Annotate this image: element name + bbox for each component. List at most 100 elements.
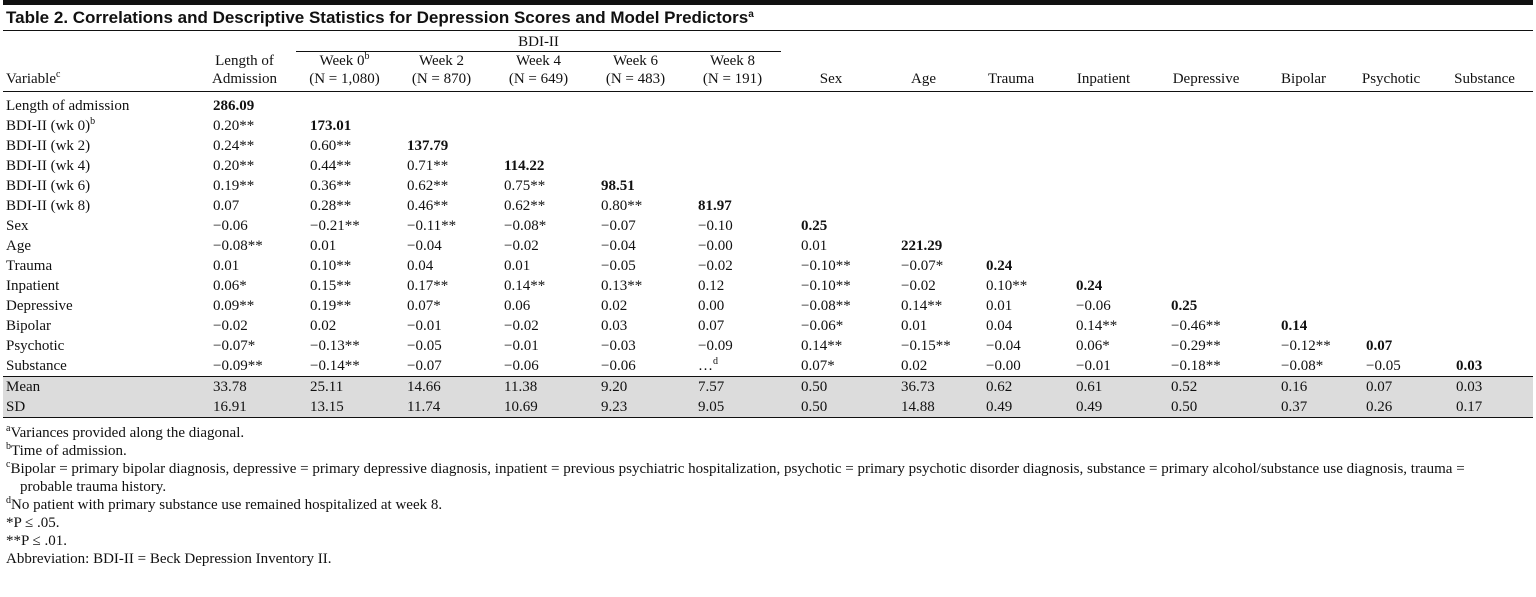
cell	[966, 236, 1056, 256]
cell-text: −0.08*	[504, 217, 547, 234]
cell-text: 0.49	[1076, 398, 1103, 415]
cell: 0.50	[781, 376, 882, 397]
cell: 0.07*	[393, 296, 490, 316]
blank	[3, 31, 193, 52]
cell-text: −0.07*	[213, 337, 256, 354]
cell: 25.11	[296, 376, 393, 397]
cell: 0.14**	[881, 296, 966, 316]
cell: 0.25	[1151, 296, 1261, 316]
cell: 0.62**	[393, 176, 490, 196]
cell	[1151, 196, 1261, 216]
cell	[1261, 296, 1346, 316]
cell: 0.17**	[393, 276, 490, 296]
table-row: Mean 33.78 25.11 14.66 11.38 9.20 7.57 0.50 36.7…	[3, 376, 1534, 397]
cell-text: −0.05	[601, 257, 636, 274]
cell-text: 36.73	[901, 378, 935, 395]
cell: 0.07	[1346, 376, 1437, 397]
table-row: BDI-II (wk 8) 0.07 0.28** 0.46** 0.62** 0.80*…	[3, 196, 1533, 216]
cell	[1346, 92, 1436, 117]
cell-text: −0.01	[504, 337, 539, 354]
cell	[881, 136, 966, 156]
cell: −0.07	[393, 356, 490, 377]
row-label-text: Sex	[6, 217, 29, 234]
header-line: Variable	[6, 71, 56, 87]
cell-text: 10.69	[504, 398, 538, 415]
cell: 9.05	[684, 397, 782, 418]
cell: 0.60**	[296, 136, 393, 156]
cell-text: 0.06*	[1076, 337, 1110, 354]
cell-text: 0.50	[1171, 398, 1198, 415]
row-label-text: BDI-II (wk 2)	[6, 137, 91, 154]
cell: 0.06*	[193, 276, 296, 296]
cell	[881, 196, 966, 216]
cell-text: −0.00	[986, 357, 1021, 374]
cell	[1261, 136, 1346, 156]
header-line: Inpatient	[1076, 71, 1131, 87]
footnote-text: *P ≤ .05.	[6, 515, 60, 531]
blank	[1056, 31, 1151, 52]
cell-text: 0.12	[698, 277, 725, 294]
cell	[1261, 276, 1346, 296]
footnote: **P ≤ .01.	[6, 532, 1530, 550]
row-label-text: BDI-II (wk 8)	[6, 197, 91, 214]
cell: 98.51	[587, 176, 684, 196]
cell: −0.06*	[781, 316, 881, 336]
cell: 0.03	[1436, 356, 1533, 377]
cell-text: 7.57	[698, 378, 725, 395]
cell: 81.97	[684, 196, 781, 216]
cell	[781, 92, 881, 117]
cell-text: 0.61	[1076, 378, 1103, 395]
footnote-text: Variances provided along the diagonal.	[10, 425, 245, 441]
cell	[966, 116, 1056, 136]
row-label: BDI-II (wk 6)	[3, 176, 193, 196]
cell	[296, 92, 393, 117]
cell-text: −0.10**	[801, 257, 851, 274]
cell	[1151, 92, 1261, 117]
cell	[1151, 136, 1261, 156]
cell: −0.06	[587, 356, 684, 377]
cell: 0.07	[1346, 336, 1436, 356]
cell-text: 0.49	[986, 398, 1013, 415]
header-line: Trauma	[987, 71, 1035, 87]
row-label-text: Mean	[6, 378, 41, 395]
cell	[781, 136, 881, 156]
header-line: Week 2	[418, 53, 465, 69]
header-line: Sex	[819, 71, 843, 87]
cell-text: 0.03	[1456, 357, 1483, 374]
cell: 0.44**	[296, 156, 393, 176]
cell: 0.10**	[966, 276, 1056, 296]
cell: 0.49	[966, 397, 1057, 418]
cell-text: 0.10**	[310, 257, 352, 274]
cell: 0.01	[881, 316, 966, 336]
row-label: Age	[3, 236, 193, 256]
cell	[1436, 92, 1533, 117]
cell	[393, 116, 490, 136]
cell: −0.02	[193, 316, 296, 336]
cell-sup: d	[713, 355, 718, 367]
cell-text: −0.04	[986, 337, 1021, 354]
header-line: Psychotic	[1361, 71, 1421, 87]
column-header: Week 6 (N = 483)	[587, 51, 684, 92]
header-row: Variablec Length of Admission Week 0b (N = 1…	[3, 51, 1534, 92]
blank	[1436, 31, 1533, 52]
cell: 0.14	[1261, 316, 1346, 336]
cell-text: 0.16	[1281, 378, 1308, 395]
cell	[1436, 336, 1533, 356]
cell-text: −0.05	[1366, 357, 1401, 374]
group-header: BDI-II	[296, 31, 782, 52]
cell-text: −0.18**	[1171, 357, 1221, 374]
cell	[1151, 176, 1261, 196]
cell	[1346, 136, 1436, 156]
cell-text: 0.19**	[213, 177, 255, 194]
cell	[1056, 136, 1151, 156]
cell-text: 0.06*	[213, 277, 247, 294]
footnote-sup: a	[6, 423, 11, 434]
cell	[1346, 316, 1436, 336]
cell: −0.10	[684, 216, 781, 236]
cell: 114.22	[490, 156, 587, 176]
blank	[966, 31, 1056, 52]
cell-text: −0.09	[698, 337, 733, 354]
cell-text: −0.08*	[1281, 357, 1324, 374]
cell: −0.08**	[193, 236, 296, 256]
cell: −0.01	[393, 316, 490, 336]
